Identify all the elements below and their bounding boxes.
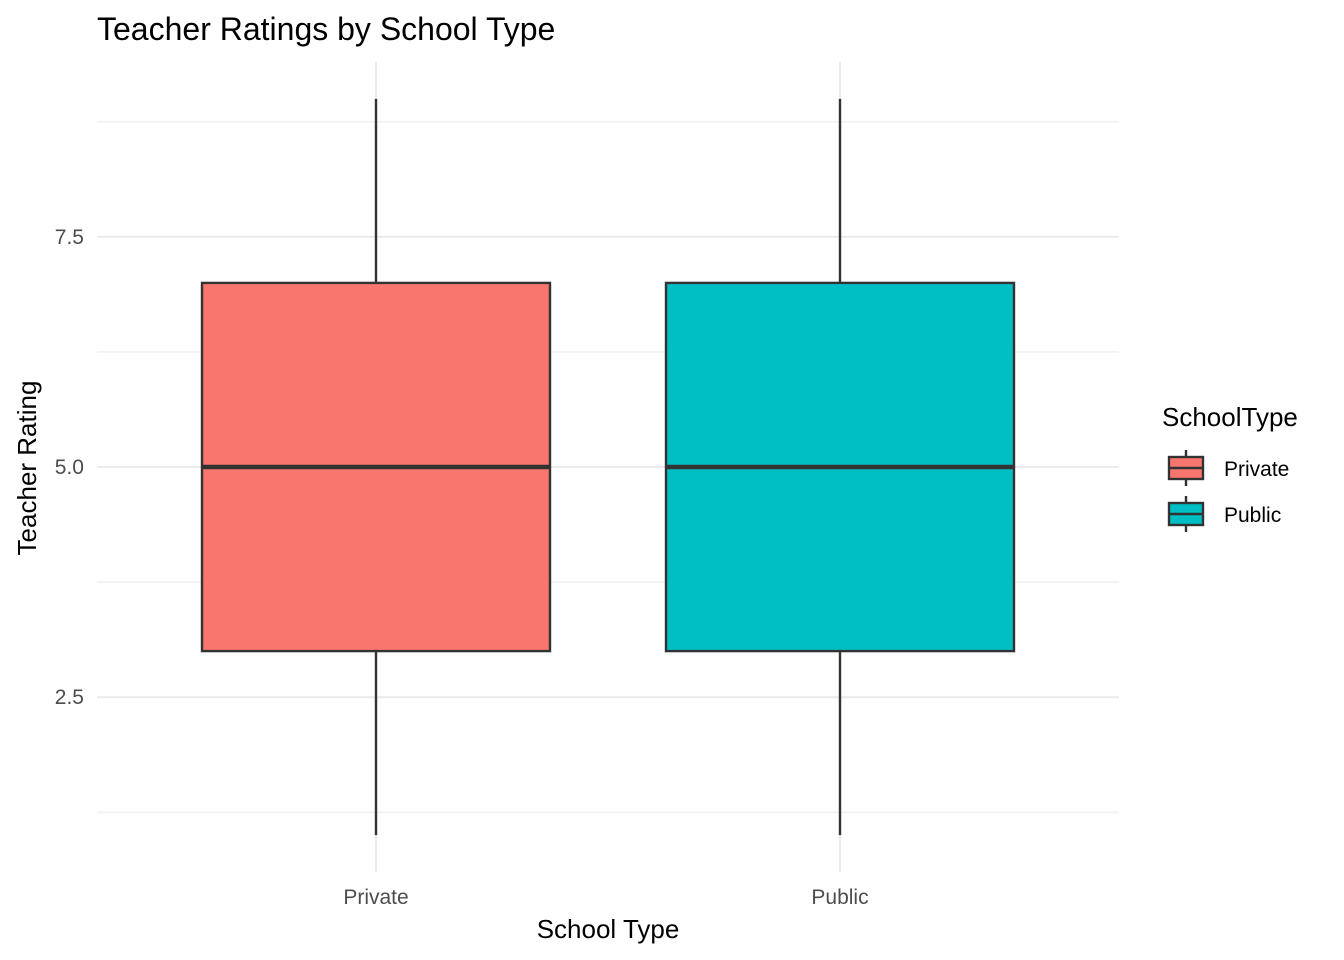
y-axis-ticks: 2.5 5.0 7.5 [55,226,84,709]
y-tick-label: 5.0 [55,456,84,479]
x-axis-ticks: Private Public [343,886,868,909]
legend-title: SchoolType [1162,402,1298,432]
legend-entry-public: Public [1167,496,1281,532]
chart-title: Teacher Ratings by School Type [97,11,555,47]
legend-label: Public [1224,504,1281,527]
legend: SchoolType Private Public [1162,402,1298,532]
x-tick-label: Public [811,886,868,909]
legend-label: Private [1224,458,1289,481]
x-axis-title: School Type [537,914,680,944]
box-layer [200,98,1016,836]
legend-entries: Private Public [1167,450,1289,532]
box-public [664,98,1016,836]
legend-entry-private: Private [1167,450,1289,486]
x-tick-label: Private [343,886,408,909]
y-tick-label: 2.5 [55,686,84,709]
y-axis-title: Teacher Rating [12,381,42,556]
y-tick-label: 7.5 [55,226,84,249]
box-private [200,98,552,836]
